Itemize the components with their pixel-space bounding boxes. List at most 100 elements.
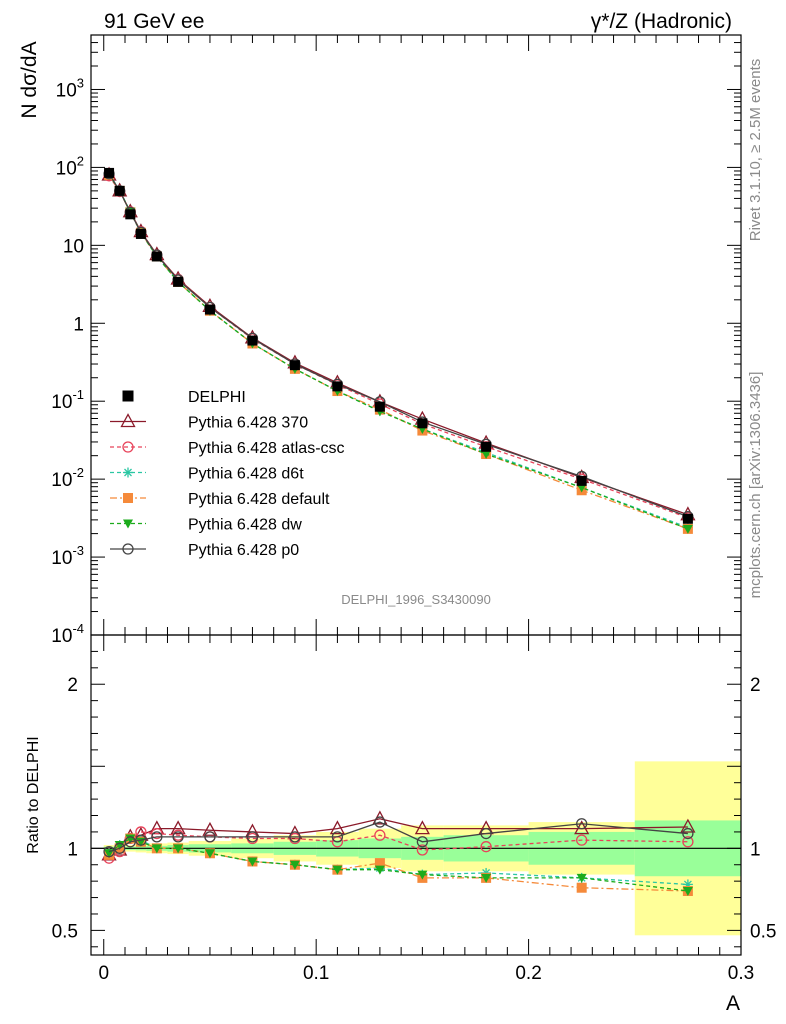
legend: DELPHI Pythia 6.428 370 Pythia 6.428 atlas… [110,389,345,559]
legend-entry: Pythia 6.428 p0 [110,542,299,559]
header-right-title: γ*/Z (Hadronic) [591,10,732,33]
data-point-marker [289,860,300,870]
data-point-marker [122,390,134,402]
ratio-y-tick-label: 1 [67,839,78,860]
data-point-marker [151,844,162,854]
data-point-marker [374,865,385,875]
main-y-axis-label: N dσ/dA [18,41,41,118]
data-point-marker [682,513,693,524]
main-y-tick-label: 1 [73,314,84,335]
data-point-marker [682,524,693,534]
data-point-marker [682,827,694,840]
data-point-marker [414,820,430,835]
data-point-marker [416,836,429,848]
data-point-marker [481,873,492,883]
main-y-tick-label: 102 [56,153,84,179]
header-left-title: 91 GeV ee [104,10,204,33]
data-point-marker [151,827,163,840]
data-point-marker [135,834,147,846]
legend-label: Pythia 6.428 d6t [188,466,304,483]
data-point-marker [576,882,587,893]
main-y-tick-label: 10-3 [51,543,84,569]
data-point-marker [682,836,694,848]
data-point-marker [682,887,693,896]
ratio-y-tick-label-right: 2 [750,675,761,696]
ratio-y-tick-label-right: 1 [750,839,761,860]
legend-entry: Pythia 6.428 default [110,491,330,508]
main-y-tick-label: 10-1 [51,387,84,413]
series-pythia-6-428-p0 [103,816,694,858]
main-plot-panel: 10-4 10-3 10-2 10-1 1 10 102 103 [51,34,742,647]
data-point-marker [374,401,385,412]
data-point-marker [114,842,126,854]
data-point-marker [332,865,343,875]
data-point-marker [123,493,133,503]
main-y-tick-label: 103 [56,75,84,101]
data-point-marker [576,475,587,486]
data-point-marker [123,519,133,529]
data-point-marker [125,209,136,220]
data-point-marker [122,543,134,555]
legend-label: Pythia 6.428 dw [188,517,302,534]
x-tick-label: 0 [98,963,109,984]
legend-entry: DELPHI [122,389,246,406]
data-point-marker [332,381,343,392]
series-line [108,821,688,853]
legend-label: Pythia 6.428 370 [188,415,308,432]
data-point-marker [480,841,492,853]
data-point-marker [374,858,385,869]
data-point-marker [331,831,344,843]
data-point-marker [120,413,136,428]
mcplots-reference-label: mcplots.cern.ch [arXiv:1306.3436] [747,372,764,599]
x-axis-label: A [726,992,740,1015]
data-point-marker [114,185,125,196]
ratio-plot-panel: 0 0.1 0.2 0.3 0.5 0.5 1 1 2 2 [52,634,776,984]
series-line [108,837,688,892]
data-point-marker [680,818,696,833]
legend-entry: Pythia 6.428 dw [110,517,302,534]
data-point-marker [417,418,428,429]
ratio-y-tick-label-right: 0.5 [750,921,776,942]
data-point-marker [481,441,492,452]
data-point-marker [124,836,136,848]
data-point-marker [151,251,162,262]
x-tick-label: 0.1 [303,963,329,984]
legend-label: DELPHI [188,389,246,406]
rivet-version-label: Rivet 3.1.10, ≥ 2.5M events [747,59,764,242]
ratio-y-axis-label: Ratio to DELPHI [25,736,42,853]
legend-label: Pythia 6.428 p0 [188,542,299,559]
data-point-marker [103,845,115,858]
main-y-tick-label: 10-4 [51,621,84,647]
data-point-marker [576,818,588,830]
data-point-marker [247,335,258,346]
data-point-marker [374,816,386,828]
data-point-marker [123,467,133,478]
data-point-marker [417,870,428,880]
data-point-marker [576,873,587,883]
data-point-marker [416,844,429,856]
main-y-tick-label: 10-2 [51,465,84,491]
data-point-marker [204,849,215,859]
main-y-tick-label: 10 [63,236,84,257]
data-point-marker [122,441,134,453]
star-stroke [124,468,132,477]
analysis-id-label: DELPHI_1996_S3430090 [341,592,491,607]
data-point-marker [289,360,300,371]
data-point-marker [374,829,386,841]
data-point-marker [172,831,184,843]
data-point-marker [480,827,492,840]
data-point-marker [289,831,301,843]
ratio-y-tick-label: 0.5 [52,921,78,942]
data-point-marker [246,831,259,843]
legend-label: Pythia 6.428 default [188,491,330,508]
x-tick-label: 0.3 [728,963,754,984]
data-point-marker [329,820,345,835]
series-line [108,174,689,516]
ratio-panel-frame [90,634,742,956]
data-point-marker [104,167,115,178]
data-point-marker [135,228,146,239]
data-point-marker [247,857,258,867]
x-tick-label: 0.2 [515,963,541,984]
data-point-marker [173,276,184,287]
